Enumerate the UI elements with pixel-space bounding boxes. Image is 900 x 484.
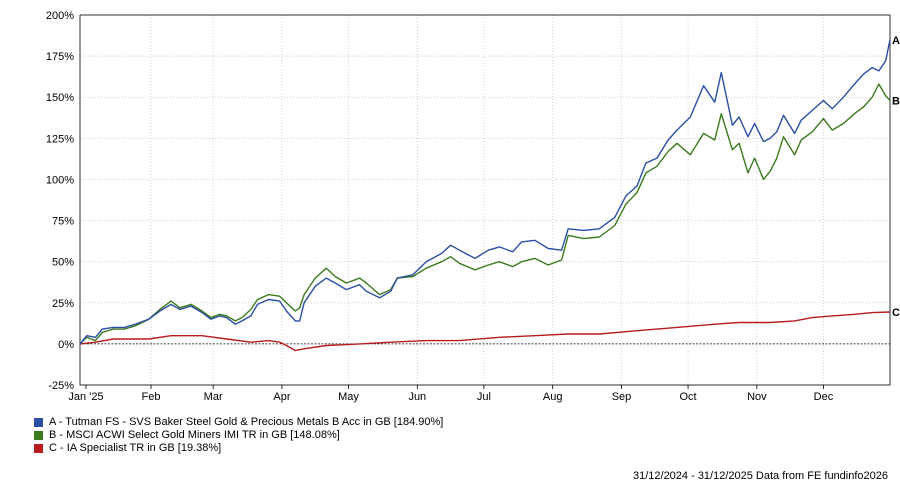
x-tick-label: May	[338, 391, 359, 403]
series-end-label-c: C	[892, 307, 900, 319]
legend-swatch	[34, 431, 43, 440]
legend-label: A - Tutman FS - SVS Baker Steel Gold & P…	[49, 416, 444, 428]
y-tick-label: 25%	[52, 298, 74, 310]
chart-legend: A - Tutman FS - SVS Baker Steel Gold & P…	[34, 416, 443, 455]
legend-item-b: B - MSCI ACWI Select Gold Miners IMI TR …	[34, 429, 443, 442]
y-tick-label: 125%	[46, 133, 74, 145]
y-tick-label: 150%	[46, 92, 74, 104]
legend-item-a: A - Tutman FS - SVS Baker Steel Gold & P…	[34, 416, 443, 429]
grid-lines	[80, 14, 890, 386]
x-tick-label: Dec	[814, 391, 834, 403]
y-tick-label: -25%	[48, 380, 74, 392]
axis-labels: -25% 0% 25% 50% 75% 100% 125% 150% 175% 200% Jan '…	[46, 10, 900, 403]
legend-label: B - MSCI ACWI Select Gold Miners IMI TR …	[49, 429, 340, 441]
y-tick-label: 175%	[46, 51, 74, 63]
x-tick-label: Mar	[204, 391, 223, 403]
y-tick-label: 50%	[52, 257, 74, 269]
footer-source: 31/12/2024 - 31/12/2025 Data from FE fun…	[632, 470, 888, 482]
legend-item-c: C - IA Specialist TR in GB [19.38%]	[34, 442, 443, 455]
series-end-label-b: B	[892, 95, 900, 107]
x-tick-label: Nov	[747, 391, 767, 403]
x-tick-label: Jul	[477, 391, 491, 403]
x-tick-label: Oct	[679, 391, 696, 403]
line-chart: -25% 0% 25% 50% 75% 100% 125% 150% 175% 200% Jan '…	[46, 10, 900, 403]
y-tick-label: 0%	[58, 339, 74, 351]
x-tick-label: Aug	[543, 391, 563, 403]
axes	[79, 14, 891, 389]
legend-swatch	[34, 444, 43, 453]
series-lines	[79, 39, 891, 352]
y-tick-label: 200%	[46, 10, 74, 22]
legend-label: C - IA Specialist TR in GB [19.38%]	[49, 442, 222, 454]
plot-frame	[79, 14, 891, 386]
y-tick-label: 100%	[46, 174, 74, 186]
series-line-b	[79, 83, 891, 345]
legend-swatch	[34, 418, 43, 427]
series-end-label-a: A	[892, 35, 900, 47]
y-tick-label: 75%	[52, 216, 74, 228]
x-tick-label: Sep	[612, 391, 632, 403]
series-line-a	[79, 39, 891, 345]
x-tick-label: Jan '25	[68, 391, 103, 403]
x-tick-label: Feb	[142, 391, 161, 403]
x-tick-label: Apr	[273, 391, 290, 403]
x-tick-label: Jun	[408, 391, 426, 403]
series-line-c	[79, 311, 891, 352]
